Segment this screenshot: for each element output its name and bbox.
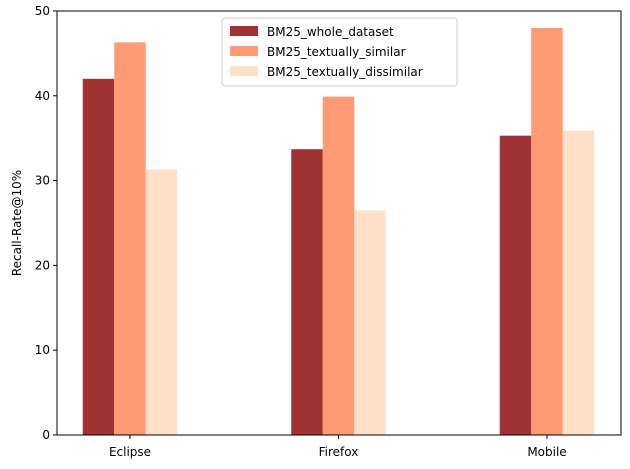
legend-box <box>221 17 458 87</box>
bars <box>82 27 595 436</box>
bar-firefox-series-3 <box>354 210 386 435</box>
legend-label-3: BM25_textually_dissimilar <box>267 65 423 79</box>
y-tick-label: 40 <box>35 89 50 103</box>
bar-mobile-series-2 <box>531 27 563 436</box>
y-tick-label: 50 <box>35 4 50 18</box>
bar-eclipse-series-3 <box>145 169 178 436</box>
bar-eclipse-series-1 <box>82 78 115 435</box>
legend-label-2: BM25_textually_similar <box>267 45 406 59</box>
bar-mobile-series-1 <box>499 135 532 435</box>
x-axis: Eclipse Firefox Mobile <box>109 435 567 459</box>
y-axis: 0 10 20 30 40 50 <box>35 4 57 442</box>
bar-firefox-series-2 <box>322 96 355 435</box>
y-tick-label: 30 <box>35 174 50 188</box>
legend: BM25_whole_dataset BM25_textually_similar… <box>221 17 458 87</box>
bar-firefox-series-1 <box>291 149 323 435</box>
y-tick-label: 0 <box>42 428 50 442</box>
x-tick-label-eclipse: Eclipse <box>109 445 151 459</box>
legend-swatch-2 <box>230 46 258 56</box>
bar-eclipse-series-2 <box>114 42 146 435</box>
x-tick-label-firefox: Firefox <box>319 445 359 459</box>
legend-swatch-1 <box>230 26 258 36</box>
bar-mobile-series-3 <box>562 130 595 435</box>
y-tick-label: 10 <box>35 343 50 357</box>
legend-swatch-3 <box>230 66 258 76</box>
x-tick-label-mobile: Mobile <box>527 445 566 459</box>
legend-label-1: BM25_whole_dataset <box>267 25 394 39</box>
y-axis-label: Recall-Rate@10% <box>10 170 24 276</box>
y-tick-label: 20 <box>35 258 50 272</box>
